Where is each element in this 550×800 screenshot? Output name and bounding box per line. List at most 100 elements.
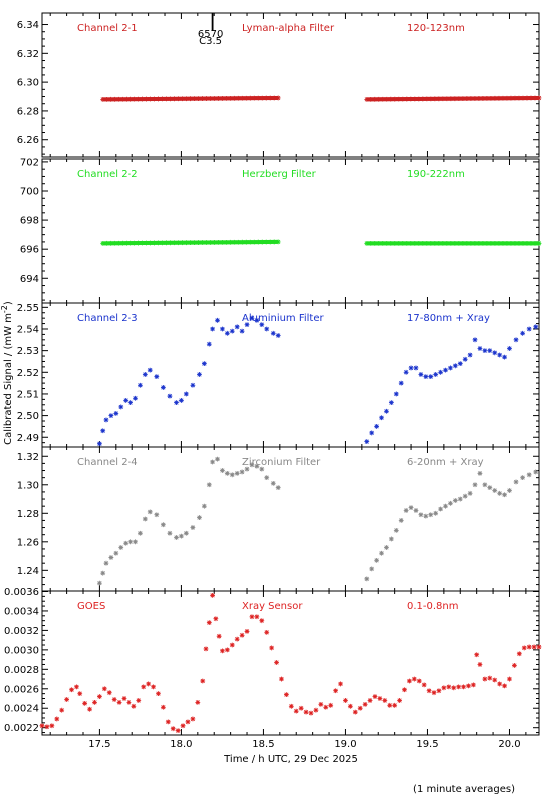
data-point	[288, 703, 294, 709]
data-point	[201, 503, 207, 509]
data-point	[215, 240, 221, 245]
y-tick-label: 700	[20, 187, 39, 198]
data-point	[398, 380, 404, 386]
data-point	[376, 96, 382, 102]
data-point	[436, 688, 442, 694]
data-point	[393, 391, 399, 397]
data-point	[118, 404, 124, 410]
data-point	[411, 676, 417, 682]
data-point	[207, 96, 213, 101]
data-point	[229, 642, 235, 648]
data-point	[267, 239, 273, 245]
panel-4: 1.24 1.26 1.28 1.30 1.32 Channel 2-4 Zirconium…	[17, 446, 540, 592]
data-point	[412, 96, 418, 102]
data-point	[239, 632, 245, 638]
data-point	[259, 322, 265, 328]
data-point	[507, 346, 512, 351]
y-tick-label: 6.28	[17, 106, 39, 117]
data-point	[379, 415, 384, 421]
data-point	[132, 240, 137, 246]
data-point	[368, 240, 374, 246]
data-point	[118, 545, 124, 550]
y-tick-label: 2.51	[17, 389, 39, 400]
data-point	[482, 676, 488, 682]
data-point	[438, 506, 443, 512]
data-point	[468, 240, 474, 246]
data-point	[128, 96, 134, 102]
data-point	[133, 395, 138, 401]
data-point	[270, 480, 276, 486]
y-tick-label: 1.32	[17, 452, 39, 463]
data-point	[234, 636, 240, 642]
panels-group: 6.26 6.28 6.30 6.32 6.34 Channel 2-1 Lyman-alp…	[4, 12, 542, 750]
data-point	[492, 95, 498, 101]
data-point	[244, 466, 250, 472]
data-point	[184, 240, 189, 246]
y-tick-label: 0.0036	[4, 587, 39, 598]
data-point	[448, 500, 453, 506]
band-range: 6-20nm + Xray	[407, 457, 484, 468]
data-point	[474, 652, 480, 658]
data-point	[140, 240, 145, 246]
data-point	[264, 475, 270, 481]
data-point	[520, 330, 525, 336]
filter-name: Aluminium Filter	[242, 313, 325, 324]
data-point	[313, 707, 319, 713]
data-point	[428, 374, 434, 380]
y-tick-label: 2.49	[17, 433, 39, 444]
data-point	[275, 485, 281, 491]
data-point	[524, 240, 530, 246]
data-point	[462, 493, 468, 499]
panel-frame	[41, 12, 540, 158]
panel-frame	[41, 302, 540, 448]
data-point	[203, 646, 209, 652]
data-point	[388, 240, 394, 246]
data-point	[520, 475, 525, 481]
data-point	[364, 439, 370, 444]
data-point	[136, 240, 141, 246]
data-point	[487, 348, 493, 354]
data-point	[396, 240, 402, 246]
data-point	[387, 702, 393, 708]
y-tick-label: 2.55	[17, 303, 39, 314]
y-axis-label-sup: -2	[0, 305, 9, 313]
data-point	[254, 463, 260, 469]
data-point	[433, 510, 439, 516]
data-point	[428, 240, 434, 246]
data-point	[263, 239, 269, 245]
data-point	[229, 328, 235, 334]
filter-name: Lyman-alpha Filter	[242, 23, 335, 34]
data-point	[210, 459, 215, 465]
data-point	[165, 719, 171, 725]
data-point	[432, 240, 438, 246]
data-point	[196, 96, 201, 102]
data-point	[377, 696, 383, 701]
data-point	[49, 723, 55, 729]
data-point	[444, 240, 450, 246]
data-point	[235, 239, 241, 245]
y-tick-label: 0.0032	[4, 626, 39, 637]
data-point	[448, 96, 454, 102]
data-point	[239, 95, 245, 101]
data-point	[423, 513, 429, 519]
data-point	[452, 240, 458, 246]
data-point	[154, 374, 160, 380]
data-point	[376, 240, 382, 246]
data-point	[372, 240, 378, 246]
y-tick-label: 1.30	[17, 480, 39, 491]
data-point	[190, 716, 196, 722]
data-point	[124, 240, 130, 246]
y-tick-label: 1.28	[17, 509, 39, 520]
data-point	[160, 522, 166, 528]
data-point	[101, 686, 107, 692]
data-point	[44, 724, 50, 730]
data-point	[308, 710, 314, 716]
data-point	[224, 330, 230, 336]
data-point	[160, 96, 165, 102]
data-point	[207, 240, 213, 245]
data-point	[507, 676, 512, 682]
data-point	[488, 95, 494, 101]
data-point	[448, 240, 454, 246]
data-point	[123, 398, 129, 403]
data-point	[275, 95, 281, 101]
